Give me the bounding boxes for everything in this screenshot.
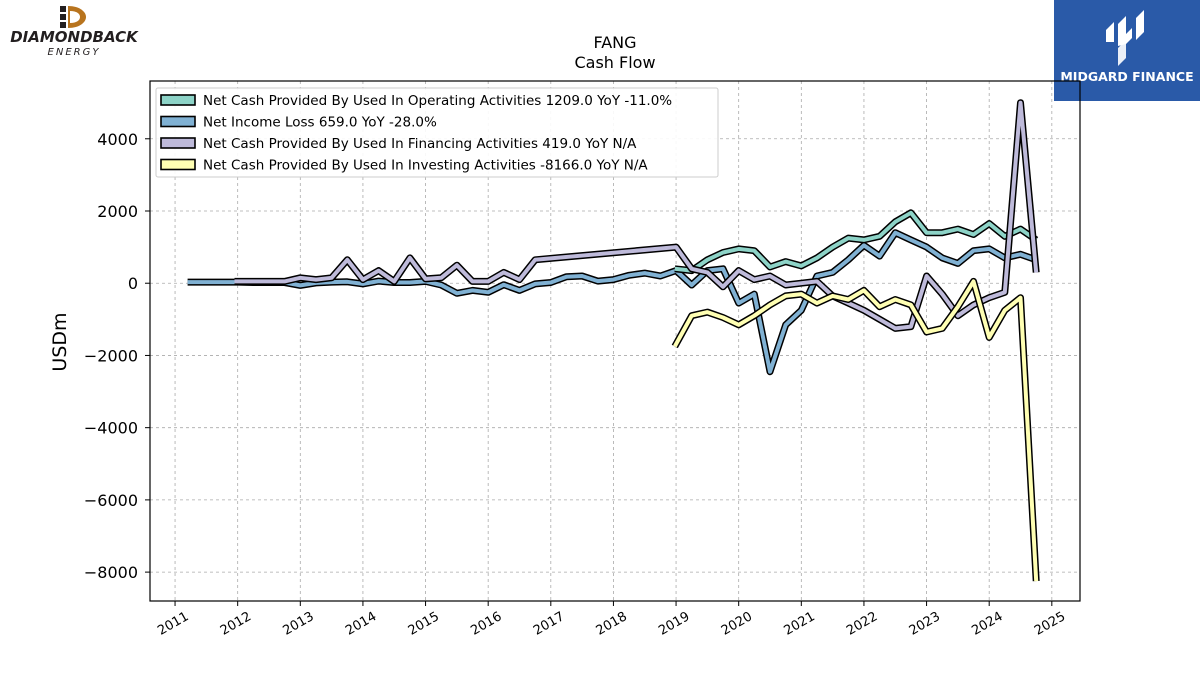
legend-swatch (160, 158, 196, 171)
x-tick-label: 2021 (781, 609, 817, 639)
x-tick-label: 2019 (656, 609, 692, 639)
legend-swatch (160, 94, 196, 106)
x-tick-label: 2020 (719, 609, 755, 639)
legend-entry-label: Net Cash Provided By Used In Operating A… (203, 93, 672, 109)
x-tick-label: 2013 (280, 609, 316, 639)
x-tick-label: 2014 (343, 609, 379, 639)
diamondback-wordmark: DIAMONDBACK (10, 28, 139, 46)
legend-box (155, 87, 719, 178)
energy-wordmark: ENERGY (48, 47, 101, 58)
x-tick-label: 2024 (969, 609, 1005, 639)
midgard-finance-logo: MIDGARD FINANCE (1054, 0, 1200, 101)
chart-subtitle: Cash Flow (574, 53, 655, 72)
legend-entry-label: Net Cash Provided By Used In Investing A… (203, 158, 648, 174)
y-tick-label: 4000 (97, 130, 138, 149)
series-operating (674, 209, 1039, 275)
series-net_income (187, 229, 1038, 376)
plot-area-frame (149, 80, 1081, 602)
series-line (187, 230, 1037, 374)
x-tick-label: 2012 (218, 609, 254, 639)
y-tick-label: 2000 (97, 202, 138, 221)
y-tick-label: 0 (128, 274, 138, 293)
x-tick-label: 2023 (907, 609, 943, 639)
diamondback-logo-mark: DIAMONDBACK ENERGY (10, 6, 139, 58)
x-tick-label: 2017 (531, 609, 567, 639)
series-financing (234, 99, 1040, 332)
series-lines (187, 99, 1040, 582)
legend-entry-label: Net Cash Provided By Used In Financing A… (203, 136, 637, 152)
series-line (674, 210, 1038, 273)
diamondback-emblem-icon (60, 6, 86, 28)
x-tick-label: 2018 (594, 609, 630, 639)
legend-entry-label: Net Income Loss 659.0 YoY -28.0% (203, 115, 437, 131)
legend-swatch (160, 115, 196, 128)
y-tick-label: −4000 (84, 419, 138, 438)
series-outline-line (674, 209, 1039, 275)
legend-swatch (160, 137, 196, 149)
chart-legend: Net Cash Provided By Used In Operating A… (155, 87, 719, 178)
series-line (673, 279, 1039, 582)
x-tick-label: 2025 (1032, 609, 1068, 639)
x-axis-ticks: 2011 2012 2013 2014 2015 2016 2017 2018 2019 2020… (155, 601, 1068, 639)
y-axis-label: USDm (49, 312, 71, 371)
y-tick-label: −2000 (84, 346, 138, 365)
series-investing (671, 277, 1040, 582)
series-outline-line (671, 277, 1040, 582)
chart-title: FANG (593, 33, 636, 52)
series-line (234, 100, 1039, 331)
x-tick-label: 2016 (468, 609, 504, 639)
y-tick-label: −6000 (84, 491, 138, 510)
x-tick-label: 2011 (155, 609, 191, 639)
midgard-wordmark: MIDGARD FINANCE (1060, 69, 1194, 84)
midgard-emblem-icon (1106, 10, 1144, 66)
y-tick-label: −8000 (84, 563, 138, 582)
x-tick-label: 2022 (844, 609, 880, 639)
y-axis-ticks: 4000 2000 0 −2000 −4000 −6000 −8000 (84, 130, 150, 582)
diamondback-energy-logo: DIAMONDBACK ENERGY (4, 4, 144, 60)
x-tick-label: 2015 (406, 609, 442, 639)
